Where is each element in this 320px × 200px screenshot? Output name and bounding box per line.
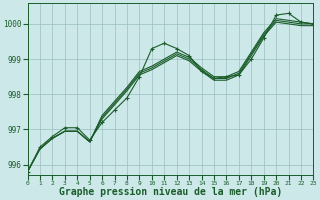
X-axis label: Graphe pression niveau de la mer (hPa): Graphe pression niveau de la mer (hPa) (59, 187, 282, 197)
